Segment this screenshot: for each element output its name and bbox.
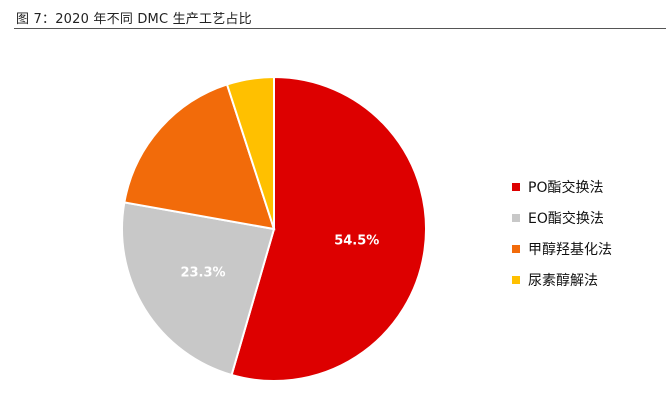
legend-item: 甲醇羟基化法: [512, 233, 612, 264]
legend-swatch: [512, 213, 520, 222]
chart-legend: PO酯交换法 EO酯交换法 甲醇羟基化法 尿素醇解法: [512, 171, 612, 295]
title-underline: [14, 28, 666, 29]
legend-item: EO酯交换法: [512, 202, 612, 233]
slice-data-label: 23.3%: [180, 266, 225, 281]
legend-item: PO酯交换法: [512, 171, 612, 202]
pie-slice: [121, 201, 276, 377]
legend-label: 甲醇羟基化法: [528, 241, 612, 258]
legend-swatch: [512, 182, 520, 191]
slice-data-label: 54.5%: [334, 233, 379, 248]
legend-label: EO酯交换法: [528, 210, 604, 227]
legend-label: PO酯交换法: [528, 179, 604, 196]
pie-slice: [123, 83, 276, 231]
legend-label: 尿素醇解法: [528, 272, 598, 289]
legend-swatch: [512, 244, 520, 253]
pie-slice: [225, 75, 275, 230]
figure-title: 图 7：2020 年不同 DMC 生产工艺占比: [16, 12, 252, 27]
legend-swatch: [512, 275, 520, 284]
pie-slice: [230, 75, 427, 382]
legend-item: 尿素醇解法: [512, 264, 612, 295]
